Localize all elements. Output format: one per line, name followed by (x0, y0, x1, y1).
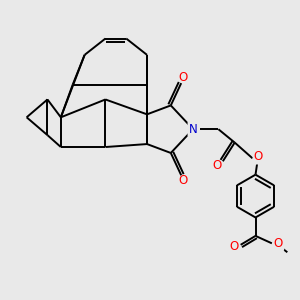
Text: O: O (274, 237, 283, 250)
Text: O: O (254, 150, 263, 163)
Text: O: O (230, 240, 239, 253)
Text: O: O (178, 174, 187, 187)
Text: N: N (189, 123, 197, 136)
Text: O: O (213, 159, 222, 172)
Text: O: O (178, 71, 187, 84)
